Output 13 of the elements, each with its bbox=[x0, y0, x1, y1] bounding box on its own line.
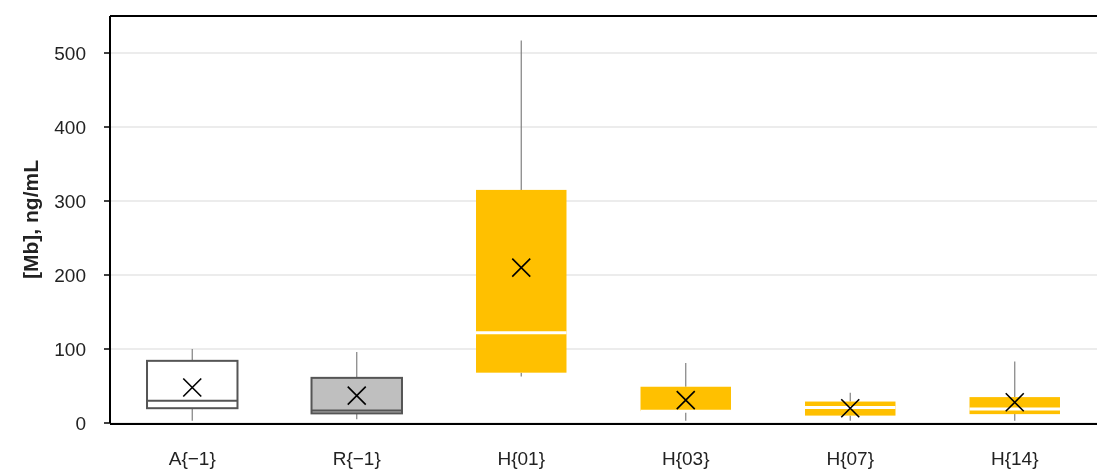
x-tick-label: A{−1} bbox=[168, 448, 216, 469]
y-tick-label: 300 bbox=[54, 190, 86, 212]
y-tick-label: 400 bbox=[54, 116, 86, 138]
y-tick-label: 500 bbox=[54, 42, 86, 64]
x-tick-label: H{14} bbox=[990, 448, 1039, 469]
y-axis-title: [Mb], ng/mL bbox=[19, 159, 42, 279]
x-tick-label: H{03} bbox=[661, 448, 710, 469]
y-tick-label: 0 bbox=[75, 412, 86, 434]
x-tick-label: H{01} bbox=[497, 448, 546, 469]
y-tick-label: 200 bbox=[54, 264, 86, 286]
y-tick-label: 100 bbox=[54, 338, 86, 360]
x-tick-label: H{07} bbox=[826, 448, 875, 469]
x-tick-label: R{−1} bbox=[332, 448, 381, 469]
